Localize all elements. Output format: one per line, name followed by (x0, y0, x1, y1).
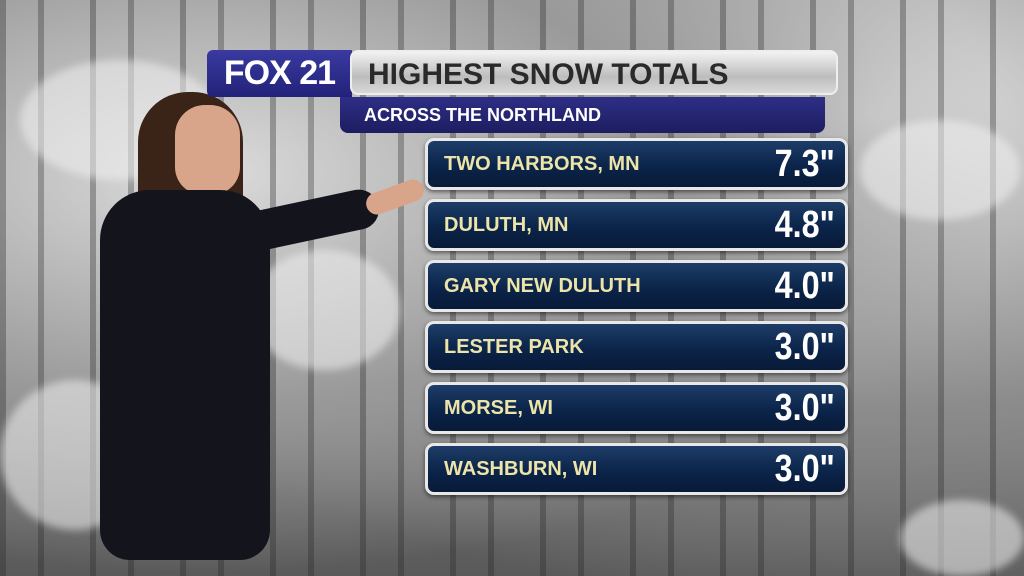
location-label: LESTER PARK (444, 336, 584, 358)
snow-total-row: MORSE, WI 3.0" (425, 382, 848, 434)
snow-amount: 3.0" (774, 448, 835, 490)
snow-total-row: WASHBURN, WI 3.0" (425, 443, 848, 495)
snow-patch (900, 500, 1024, 576)
location-label: GARY NEW DULUTH (444, 275, 641, 297)
snow-amount: 3.0" (774, 326, 835, 368)
location-label: MORSE, WI (444, 397, 553, 419)
location-label: DULUTH, MN (444, 214, 569, 236)
snow-patch (860, 120, 1020, 220)
snow-patch (250, 250, 400, 370)
snow-total-row: TWO HARBORS, MN 7.3" (425, 138, 848, 190)
graphic-title: HIGHEST SNOW TOTALS (350, 50, 838, 95)
snow-total-row: LESTER PARK 3.0" (425, 321, 848, 373)
location-label: TWO HARBORS, MN (444, 153, 640, 175)
snow-total-row: DULUTH, MN 4.8" (425, 199, 848, 251)
snow-total-row: GARY NEW DULUTH 4.0" (425, 260, 848, 312)
fox21-logo: FOX 21 (207, 50, 352, 97)
snow-amount: 3.0" (774, 387, 835, 429)
snow-amount: 4.0" (774, 265, 835, 307)
snow-amount: 7.3" (774, 143, 835, 185)
graphic-subtitle: ACROSS THE NORTHLAND (340, 97, 825, 133)
location-label: WASHBURN, WI (444, 458, 598, 480)
snow-amount: 4.8" (774, 204, 835, 246)
